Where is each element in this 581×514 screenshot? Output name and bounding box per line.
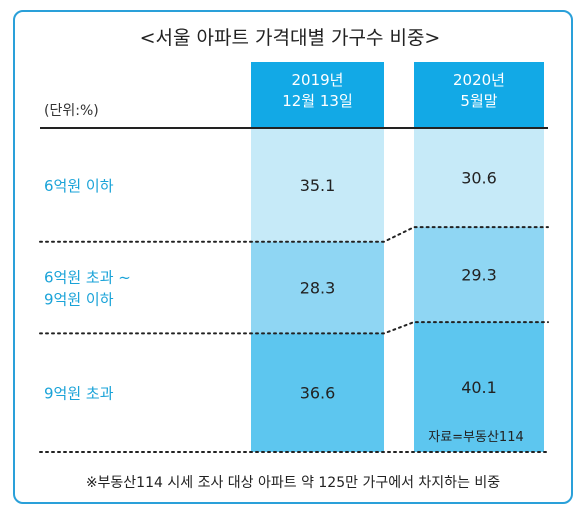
value-label: 28.3 <box>300 279 336 298</box>
column-header-label: 2020년 <box>453 71 505 89</box>
band-divider <box>39 321 549 335</box>
bands-layer <box>251 128 544 452</box>
unit-label: (단위:%) <box>44 103 99 119</box>
value-label: 29.3 <box>461 266 497 285</box>
column-header-box-1 <box>251 62 384 128</box>
column-header-label: 12월 13일 <box>282 92 353 110</box>
bar-segment <box>414 227 544 323</box>
column-header-label: 5월말 <box>460 92 497 110</box>
value-label: 30.6 <box>461 169 497 188</box>
bar-segment <box>251 128 384 242</box>
headers-layer: 2019년 12월 13일 2020년 5월말 <box>251 62 544 128</box>
value-label: 35.1 <box>300 176 336 195</box>
category-label: 9억원 이하 <box>44 291 114 309</box>
category-label: 6억원 초과 ~ <box>44 269 131 287</box>
source-label: 자료=부동산114 <box>428 430 524 445</box>
dividers-layer <box>39 127 549 453</box>
column-header-box-2 <box>414 62 544 128</box>
category-labels-layer: 6억원 이하 6억원 초과 ~ 9억원 이하 9억원 초과 <box>44 177 131 403</box>
bar-segment <box>251 333 384 452</box>
bar-segment <box>251 241 384 334</box>
value-label: 40.1 <box>461 378 497 397</box>
category-label: 6억원 이하 <box>44 177 114 195</box>
bar-segment <box>414 128 544 228</box>
value-label: 36.6 <box>300 384 336 403</box>
chart-frame <box>13 10 573 504</box>
bar-segment <box>414 322 544 452</box>
category-label: 9억원 초과 <box>44 385 114 403</box>
footnote: ※부동산114 시세 조사 대상 아파트 약 125만 가구에서 차지하는 비중 <box>86 475 500 491</box>
chart-title: <서울 아파트 가격대별 가구수 비중> <box>140 27 441 49</box>
band-divider <box>39 226 549 243</box>
values-layer: 35.1 28.3 36.6 30.6 29.3 40.1 <box>300 169 497 403</box>
column-header-label: 2019년 <box>292 71 344 89</box>
